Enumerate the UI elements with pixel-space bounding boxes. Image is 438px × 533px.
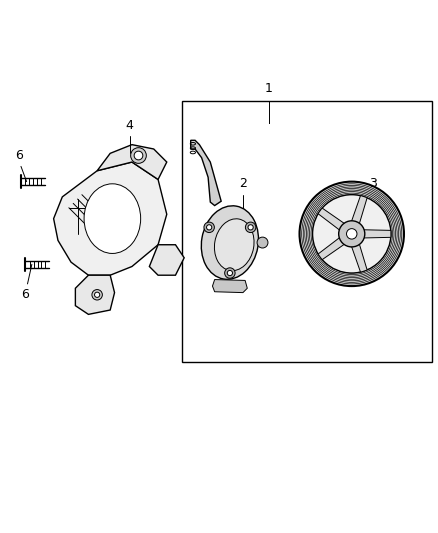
Text: 4: 4 xyxy=(126,118,134,132)
Polygon shape xyxy=(348,232,367,272)
Circle shape xyxy=(204,222,214,232)
Circle shape xyxy=(95,292,100,297)
Polygon shape xyxy=(352,230,391,238)
Ellipse shape xyxy=(257,237,268,248)
Polygon shape xyxy=(191,140,221,206)
Circle shape xyxy=(227,270,233,276)
Ellipse shape xyxy=(84,184,141,254)
Polygon shape xyxy=(97,144,167,180)
Polygon shape xyxy=(53,162,167,275)
Polygon shape xyxy=(212,279,247,293)
Text: 6: 6 xyxy=(15,149,23,162)
Polygon shape xyxy=(318,230,354,260)
Text: 3: 3 xyxy=(370,177,378,190)
Text: 1: 1 xyxy=(265,82,273,94)
Circle shape xyxy=(346,229,357,239)
Circle shape xyxy=(245,222,256,232)
Circle shape xyxy=(300,182,404,286)
Polygon shape xyxy=(149,245,184,275)
Bar xyxy=(182,101,432,362)
Ellipse shape xyxy=(201,206,258,279)
Text: 6: 6 xyxy=(21,288,29,301)
Text: 2: 2 xyxy=(239,177,247,190)
Polygon shape xyxy=(348,196,367,235)
Circle shape xyxy=(134,151,143,160)
Polygon shape xyxy=(318,208,354,237)
Polygon shape xyxy=(75,275,115,314)
Circle shape xyxy=(225,268,235,278)
Circle shape xyxy=(92,289,102,300)
Circle shape xyxy=(248,225,253,230)
Circle shape xyxy=(131,148,146,163)
Ellipse shape xyxy=(215,219,254,271)
Circle shape xyxy=(313,195,391,273)
Circle shape xyxy=(207,225,212,230)
Circle shape xyxy=(339,221,365,247)
